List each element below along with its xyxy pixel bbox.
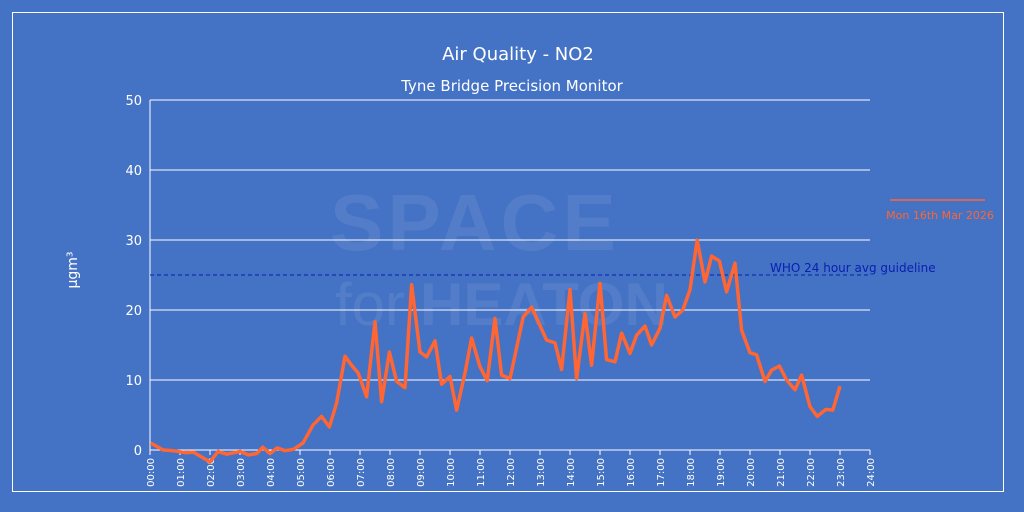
y-tick-label: 40 [125, 164, 142, 179]
svg-text:HEATON: HEATON [420, 271, 668, 338]
x-tick-label: 03:00 [236, 458, 247, 487]
x-tick-label: 05:00 [296, 458, 307, 487]
x-tick-label: 08:00 [386, 458, 397, 487]
x-tick-label: 00:00 [146, 458, 157, 487]
chart-title: Air Quality - NO2 [442, 44, 594, 65]
x-tick-label: 18:00 [686, 458, 697, 487]
x-tick-label: 07:00 [356, 458, 367, 487]
x-tick-label: 15:00 [596, 458, 607, 487]
svg-text:for: for [335, 271, 405, 338]
x-tick-label: 11:00 [476, 458, 487, 487]
x-tick-label: 12:00 [506, 458, 517, 487]
chart-frame [12, 12, 1004, 492]
y-tick-label: 10 [125, 374, 142, 389]
x-tick-label: 13:00 [536, 458, 547, 487]
chart-subtitle: Tyne Bridge Precision Monitor [400, 77, 623, 95]
x-tick-label: 02:00 [206, 458, 217, 487]
x-tick-label: 20:00 [746, 458, 757, 487]
x-tick-label: 01:00 [176, 458, 187, 487]
y-tick-label: 20 [125, 304, 142, 319]
who-guideline-label: WHO 24 hour avg guideline [770, 261, 936, 275]
x-tick-label: 23:00 [836, 458, 847, 487]
x-tick-label: 17:00 [656, 458, 667, 487]
x-tick-label: 04:00 [266, 458, 277, 487]
x-tick-label: 24:00 [866, 458, 877, 487]
x-tick-label: 06:00 [326, 458, 337, 487]
x-tick-label: 14:00 [566, 458, 577, 487]
x-tick-label: 09:00 [416, 458, 427, 487]
x-tick-label: 19:00 [716, 458, 727, 487]
x-tick-label: 22:00 [806, 458, 817, 487]
svg-text:SPACE: SPACE [330, 178, 620, 267]
x-tick-label: 16:00 [626, 458, 637, 487]
legend-entry[interactable]: Mon 16th Mar 2026 [886, 209, 994, 222]
y-tick-label: 30 [125, 234, 142, 249]
y-axis-label: µgm³ [65, 251, 81, 288]
x-tick-label: 10:00 [446, 458, 457, 487]
watermark: SPACE for HEATON [330, 178, 668, 338]
y-tick-label: 50 [125, 94, 142, 109]
y-tick-label: 0 [134, 444, 142, 459]
series-line-mon-16th-mar-2026 [149, 238, 842, 464]
x-tick-label: 21:00 [776, 458, 787, 487]
